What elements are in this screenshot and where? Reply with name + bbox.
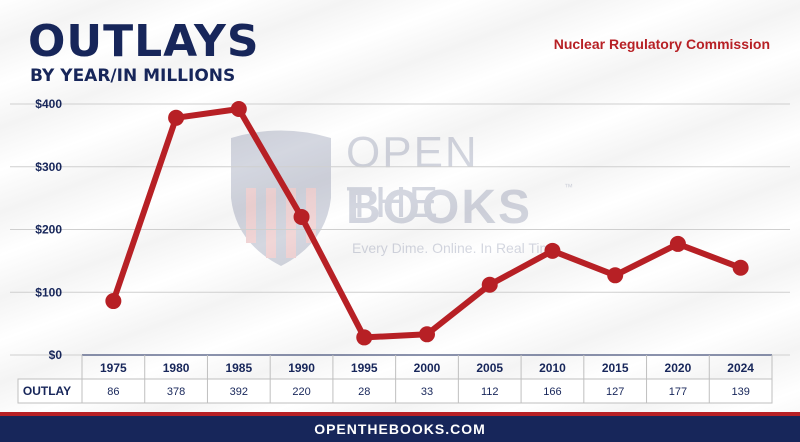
data-value-label: 112 — [481, 386, 499, 398]
open-the-books-watermark: OPEN THE BOOKS ™ Every Dime. Online. In … — [226, 128, 586, 278]
y-tick-label: $100 — [35, 285, 62, 299]
table-row-label: OUTLAY — [23, 384, 71, 398]
data-point — [230, 101, 247, 118]
data-value-label: 86 — [107, 386, 119, 398]
watermark-tagline: Every Dime. Online. In Real Time. — [352, 240, 563, 256]
data-value-label: 378 — [167, 386, 185, 398]
x-category-label: 2020 — [665, 361, 692, 375]
data-point — [732, 259, 749, 276]
x-category-label: 2024 — [727, 361, 754, 375]
footer-bar: OPENTHEBOOKS.COM — [0, 412, 800, 442]
x-category-label: 1995 — [351, 361, 378, 375]
outlay-series — [105, 101, 749, 346]
data-point — [481, 276, 498, 293]
data-value-label: 166 — [543, 386, 561, 398]
x-category-label: 1990 — [288, 361, 315, 375]
data-point — [105, 293, 122, 310]
y-tick-label: $300 — [35, 160, 62, 174]
table-row-box — [17, 378, 773, 404]
data-value-label: 33 — [421, 386, 433, 398]
x-category-label: 2000 — [414, 361, 441, 375]
grid-lines — [10, 103, 790, 356]
chart-title: OUTLAYS — [28, 16, 260, 67]
x-category-label: 2015 — [602, 361, 629, 375]
data-value-label: 139 — [731, 386, 749, 398]
data-point — [607, 267, 624, 284]
data-value-label: 392 — [230, 386, 248, 398]
footer-url[interactable]: OPENTHEBOOKS.COM — [314, 421, 486, 437]
data-point — [293, 208, 310, 225]
x-category-label: 1980 — [163, 361, 190, 375]
agency-name: Nuclear Regulatory Commission — [553, 36, 770, 52]
data-value-label: 177 — [669, 386, 687, 398]
data-point — [419, 326, 435, 343]
data-value-label: 127 — [606, 386, 624, 398]
shield-icon — [231, 130, 331, 266]
watermark-trademark: ™ — [564, 182, 573, 192]
chart-subtitle: BY YEAR/IN MILLIONS — [30, 66, 236, 86]
data-value-label: 28 — [358, 386, 370, 398]
data-value-label: 220 — [292, 386, 310, 398]
x-category-label: 2010 — [539, 361, 566, 375]
x-category-label: 1985 — [225, 361, 252, 375]
data-table: OUTLAY 1975 86 1980 378 1985 392 1990 220 1995 28 2… — [17, 354, 773, 404]
watermark-line2: BOOKS — [346, 181, 533, 234]
watermark-line1: OPEN THE — [346, 128, 479, 227]
x-category-label: 2005 — [476, 361, 503, 375]
data-point — [168, 109, 185, 126]
y-tick-label: $200 — [35, 223, 62, 237]
series-line — [110, 106, 744, 341]
data-point — [356, 329, 373, 346]
data-point — [669, 235, 686, 252]
data-point — [544, 242, 561, 259]
y-tick-label: $0 — [49, 348, 63, 362]
y-axis-ticks: $0 $100 $200 $300 $400 — [35, 97, 62, 362]
x-category-label: 1975 — [100, 361, 127, 375]
y-tick-label: $400 — [35, 97, 62, 111]
